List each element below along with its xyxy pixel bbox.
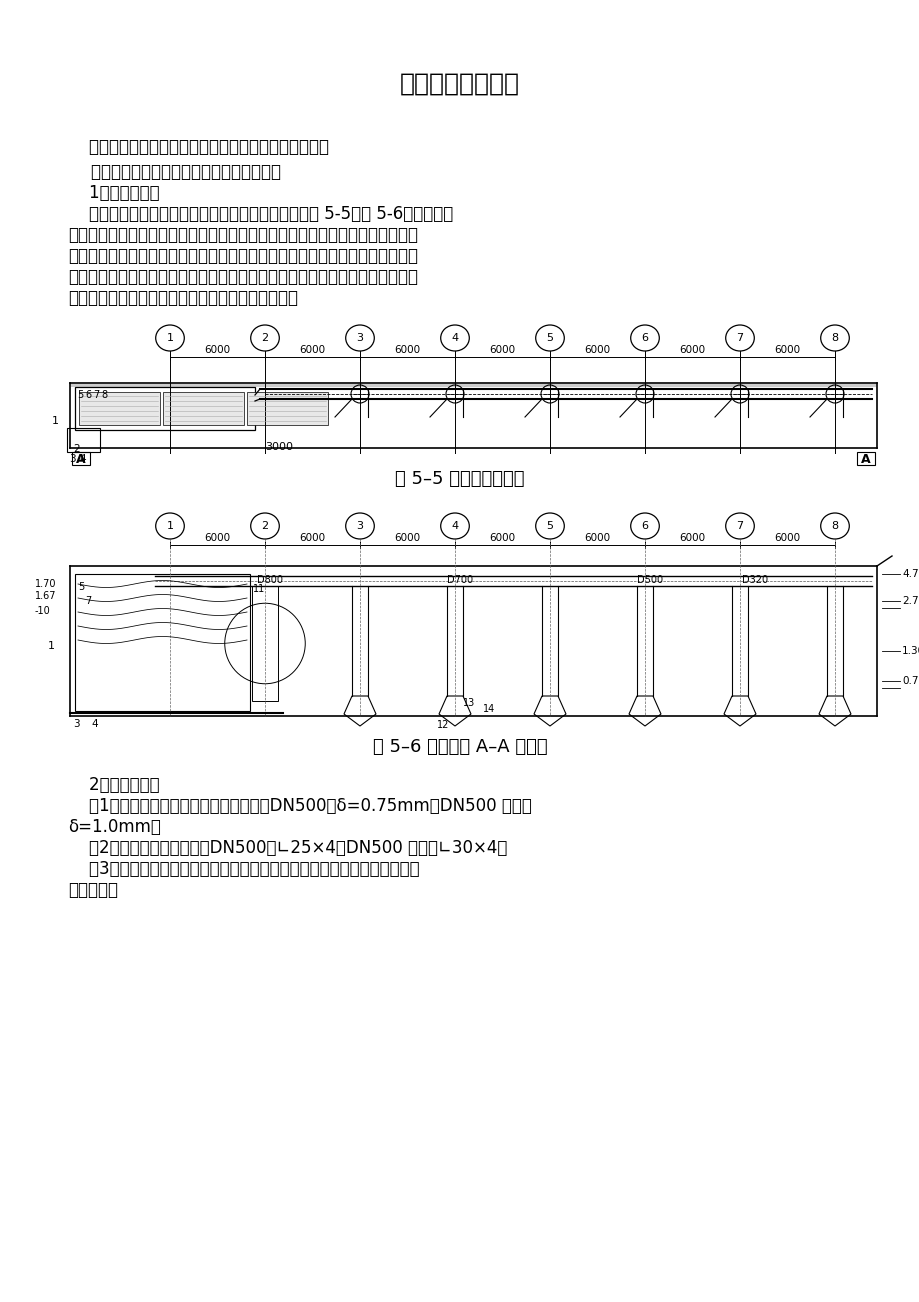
Text: 5: 5 bbox=[546, 521, 553, 531]
Text: 对于安装工程估价学习，我对某通风空调进行了预算。: 对于安装工程估价学习，我对某通风空调进行了预算。 bbox=[68, 138, 329, 156]
Text: 6000: 6000 bbox=[204, 345, 231, 355]
Text: 0.70: 0.70 bbox=[901, 676, 919, 686]
Text: 8: 8 bbox=[831, 521, 837, 531]
Text: 1.67: 1.67 bbox=[35, 591, 56, 602]
Text: 1: 1 bbox=[166, 333, 174, 342]
Text: δ=1.0mm。: δ=1.0mm。 bbox=[68, 818, 161, 836]
Text: 5: 5 bbox=[77, 391, 83, 400]
Text: 6: 6 bbox=[85, 391, 91, 400]
Text: D500: D500 bbox=[636, 575, 663, 585]
Text: 5: 5 bbox=[546, 333, 553, 342]
Text: （1）风管采用热轧薄钢板。风管壁厚：DN500，δ=0.75mm；DN500 以上，: （1）风管采用热轧薄钢板。风管壁厚：DN500，δ=0.75mm；DN500 以… bbox=[68, 797, 531, 815]
Text: 1.30: 1.30 bbox=[901, 646, 919, 656]
Bar bbox=[79, 392, 160, 424]
Text: 启动阀进入风机，由风机驱动进入主风管。再由六根支管上的空气分布器送入室: 启动阀进入风机，由风机驱动进入主风管。再由六根支管上的空气分布器送入室 bbox=[68, 268, 417, 286]
Text: 4: 4 bbox=[451, 333, 458, 342]
Bar bbox=[163, 392, 244, 424]
Text: 7: 7 bbox=[735, 521, 743, 531]
Text: 6000: 6000 bbox=[774, 533, 800, 543]
Text: 11: 11 bbox=[253, 585, 265, 594]
Text: 13: 13 bbox=[462, 698, 475, 708]
Bar bbox=[67, 428, 100, 452]
Text: 7: 7 bbox=[93, 391, 99, 400]
Text: 5: 5 bbox=[78, 582, 85, 592]
Text: A: A bbox=[76, 453, 85, 466]
Text: 6000: 6000 bbox=[679, 533, 705, 543]
Text: 3: 3 bbox=[357, 521, 363, 531]
Text: 7: 7 bbox=[85, 596, 91, 605]
Text: 2、施工说明：: 2、施工说明： bbox=[68, 776, 160, 794]
Text: 6000: 6000 bbox=[489, 533, 515, 543]
Text: 3: 3 bbox=[73, 719, 80, 729]
Text: 6000: 6000 bbox=[299, 345, 325, 355]
Bar bbox=[72, 452, 90, 465]
Bar bbox=[75, 387, 255, 430]
Text: 3: 3 bbox=[69, 454, 75, 464]
Bar bbox=[75, 574, 250, 711]
Text: 安装工程估价实训: 安装工程估价实训 bbox=[400, 72, 519, 96]
Text: A: A bbox=[860, 453, 869, 466]
Text: D320: D320 bbox=[742, 575, 767, 585]
Text: 2: 2 bbox=[261, 521, 268, 531]
Text: 1: 1 bbox=[48, 641, 55, 651]
Text: D700: D700 bbox=[447, 575, 472, 585]
Text: 4: 4 bbox=[451, 521, 458, 531]
Text: 6000: 6000 bbox=[679, 345, 705, 355]
Text: 3000: 3000 bbox=[265, 441, 292, 452]
Text: 内。空气分布器前均设有圆形蝶阀，供调节风量用。: 内。空气分布器前均设有圆形蝶阀，供调节风量用。 bbox=[68, 289, 298, 307]
Text: 6000: 6000 bbox=[299, 533, 325, 543]
Text: 1: 1 bbox=[166, 521, 174, 531]
Bar bbox=[252, 586, 278, 700]
Text: 进入空气加热器（冷却器），加热或降温后的空气由帆布软管，经风机圆形瓣式: 进入空气加热器（冷却器），加热或降温后的空气由帆布软管，经风机圆形瓣式 bbox=[68, 247, 417, 266]
Text: 1: 1 bbox=[52, 415, 59, 426]
Text: 6000: 6000 bbox=[394, 345, 420, 355]
Text: （3）风管内外表面除锈后刷红丹酚醛防锈漆两道，外表面再刷灰色酚醛调: （3）风管内外表面除锈后刷红丹酚醛防锈漆两道，外表面再刷灰色酚醛调 bbox=[68, 861, 419, 878]
Text: 14: 14 bbox=[482, 704, 494, 713]
Bar bbox=[71, 384, 875, 387]
Text: 1、工程概况：: 1、工程概况： bbox=[68, 184, 160, 202]
Text: 4: 4 bbox=[91, 719, 97, 729]
Text: 6000: 6000 bbox=[584, 533, 610, 543]
Text: 6000: 6000 bbox=[584, 345, 610, 355]
Text: 图 5–6 通风系统 A–A 剖面图: 图 5–6 通风系统 A–A 剖面图 bbox=[372, 738, 547, 756]
Text: 8: 8 bbox=[101, 391, 107, 400]
Text: 2: 2 bbox=[73, 444, 80, 454]
Text: 7: 7 bbox=[735, 333, 743, 342]
Text: 6: 6 bbox=[641, 333, 648, 342]
Text: 2: 2 bbox=[261, 333, 268, 342]
Bar bbox=[246, 392, 328, 424]
Text: -10: -10 bbox=[35, 605, 51, 616]
Text: 12: 12 bbox=[437, 720, 448, 730]
Bar bbox=[857, 452, 874, 465]
Text: 6000: 6000 bbox=[774, 345, 800, 355]
Text: 8: 8 bbox=[831, 333, 837, 342]
Text: 1.70: 1.70 bbox=[35, 579, 56, 589]
Text: 6: 6 bbox=[641, 521, 648, 531]
Text: 4: 4 bbox=[79, 454, 85, 464]
Text: 2.70: 2.70 bbox=[901, 596, 919, 605]
Text: 图 5–5 通风系统平面图: 图 5–5 通风系统平面图 bbox=[395, 470, 524, 488]
Text: 6000: 6000 bbox=[204, 533, 231, 543]
Text: 6000: 6000 bbox=[394, 533, 420, 543]
Text: D800: D800 bbox=[256, 575, 283, 585]
Text: 气由空调箱的固定式钢百叶窗引入，经保温阀去空气过滤器过滤。再由上通阀，: 气由空调箱的固定式钢百叶窗引入，经保温阀去空气过滤器过滤。再由上通阀， bbox=[68, 227, 417, 243]
Text: （2）风管角钢法兰规格：DN500，∟25×4；DN500 以上，∟30×4。: （2）风管角钢法兰规格：DN500，∟25×4；DN500 以上，∟30×4。 bbox=[68, 838, 506, 857]
Text: 3: 3 bbox=[357, 333, 363, 342]
Text: 和漆两道。: 和漆两道。 bbox=[68, 881, 118, 898]
Text: 本工程为某工厂车间送风系统的安装，其施工图见图 5-5、图 5-6。。室外空: 本工程为某工厂车间送风系统的安装，其施工图见图 5-5、图 5-6。。室外空 bbox=[68, 204, 453, 223]
Text: 6000: 6000 bbox=[489, 345, 515, 355]
Text: 4.70: 4.70 bbox=[901, 569, 919, 579]
Text: 一、某工程的工程概况、施工图与施工说明: 一、某工程的工程概况、施工图与施工说明 bbox=[68, 163, 280, 181]
